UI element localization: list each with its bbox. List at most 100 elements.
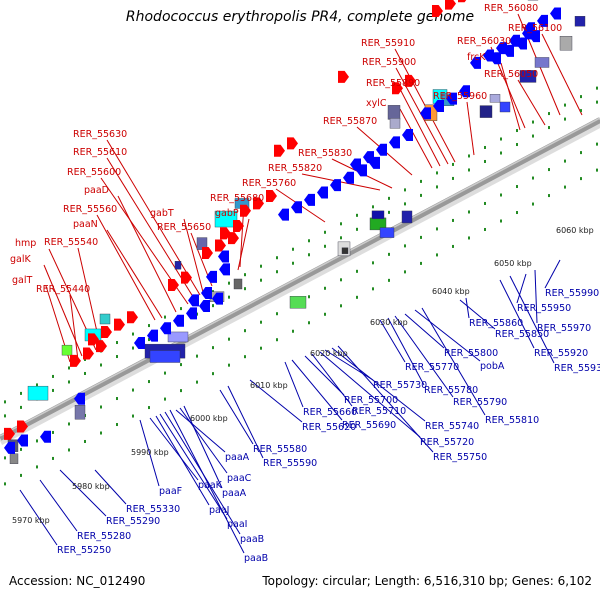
reverse-gene-arrow [219,263,230,276]
gene-label: frcK [467,52,486,63]
track-tick [324,230,326,234]
track-tick [84,439,86,443]
track-tick [212,346,214,350]
track-tick [516,211,518,215]
track-tick [548,194,550,198]
track-tick [4,482,6,486]
forward-gene-arrow [70,354,81,367]
label-leader-line [379,319,406,363]
figure-title: Rhodococcus erythropolis PR4, complete g… [125,9,475,25]
reverse-gene-arrow [74,392,85,405]
gene-box [519,70,537,83]
track-tick [308,295,310,299]
forward-gene-arrow [101,325,112,338]
track-tick [580,177,582,181]
label-leader-line [404,313,445,349]
gene-label: RER_56030 [457,36,511,47]
accession-text: Accession: NC_012490 [9,574,146,588]
gene-label: RER_55330 [126,504,180,515]
label-leader-line [534,269,538,324]
forward-gene-arrow [202,246,213,259]
track-tick [532,134,534,138]
forward-gene-arrow [96,340,107,353]
track-tick [436,171,438,175]
label-leader-line [183,405,223,489]
track-tick [308,253,310,257]
label-leader-line [517,79,546,126]
track-tick [388,210,390,214]
gene-box [559,36,573,51]
gene-label: RER_55760 [242,178,296,189]
track-tick [196,354,198,358]
reverse-gene-arrow [433,100,444,113]
track-tick [260,264,262,268]
track-tick [244,355,246,359]
track-tick [212,372,214,376]
gene-label: RER_56080 [484,3,538,14]
track-tick [148,338,150,342]
gene-label: RER_55900 [362,57,416,68]
gene-label: RER_55860 [469,318,523,329]
track-tick [260,278,262,282]
label-leader-line [155,415,210,506]
forward-gene-arrow [215,239,226,252]
reverse-gene-arrow [134,336,145,349]
label-leader-line [394,315,454,398]
track-tick [308,321,310,325]
label-leader-line [169,409,245,554]
label-leader-line [466,101,475,156]
reverse-gene-arrow [490,52,501,65]
track-tick [404,270,406,274]
label-leader-line [96,214,156,321]
track-tick [340,304,342,308]
gene-label: RER_56050 [484,69,538,80]
gene-label: RER_55830 [298,148,352,159]
scale-tick-label: 6060 kbp [556,226,594,235]
scale-tick-label: 6040 kbp [432,287,470,296]
reverse-gene-arrow [199,300,210,313]
label-leader-line [304,355,345,396]
track-tick [148,380,150,384]
gene-label: RER_55630 [73,129,127,140]
track-tick [580,95,582,99]
track-tick [276,270,278,274]
forward-gene-arrow [253,197,264,210]
gene-box [379,227,395,238]
reverse-gene-arrow [343,171,354,184]
gene-label: paaB [244,553,268,564]
scale-tick-label: 6020 kbp [310,349,348,358]
gene-label: RER_55810 [485,415,539,426]
gene-box [574,16,586,27]
label-leader-line [459,299,496,330]
gene-label: gabT [150,208,174,219]
track-tick [100,363,102,367]
track-tick [260,346,262,350]
label-leader-line [227,385,264,459]
label-leader-line [399,108,433,169]
track-tick [100,431,102,435]
track-tick [244,273,246,277]
gene-label: RER_56100 [508,23,562,34]
label-leader-line [159,413,228,520]
forward-gene-arrow [127,311,138,324]
gene-label: RER_55780 [424,385,478,396]
gene-label: RER_55280 [77,531,131,542]
gene-label: pobA [480,361,505,372]
gene-label: RER_55250 [57,545,111,556]
forward-gene-arrow [83,347,94,360]
gene-label: paaD [84,185,109,196]
track-tick [36,465,38,469]
gene-box [214,210,238,228]
track-tick [420,261,422,265]
track-tick [564,117,566,121]
reverse-gene-arrow [218,250,229,263]
track-tick [532,120,534,124]
track-tick [356,269,358,273]
gene-label: RER_55820 [268,163,322,174]
gene-box [534,57,550,68]
gene-label: RER_55660 [303,407,357,418]
track-tick [404,188,406,192]
gene-box [9,453,19,464]
reverse-gene-arrow [446,92,457,105]
track-tick [340,236,342,240]
